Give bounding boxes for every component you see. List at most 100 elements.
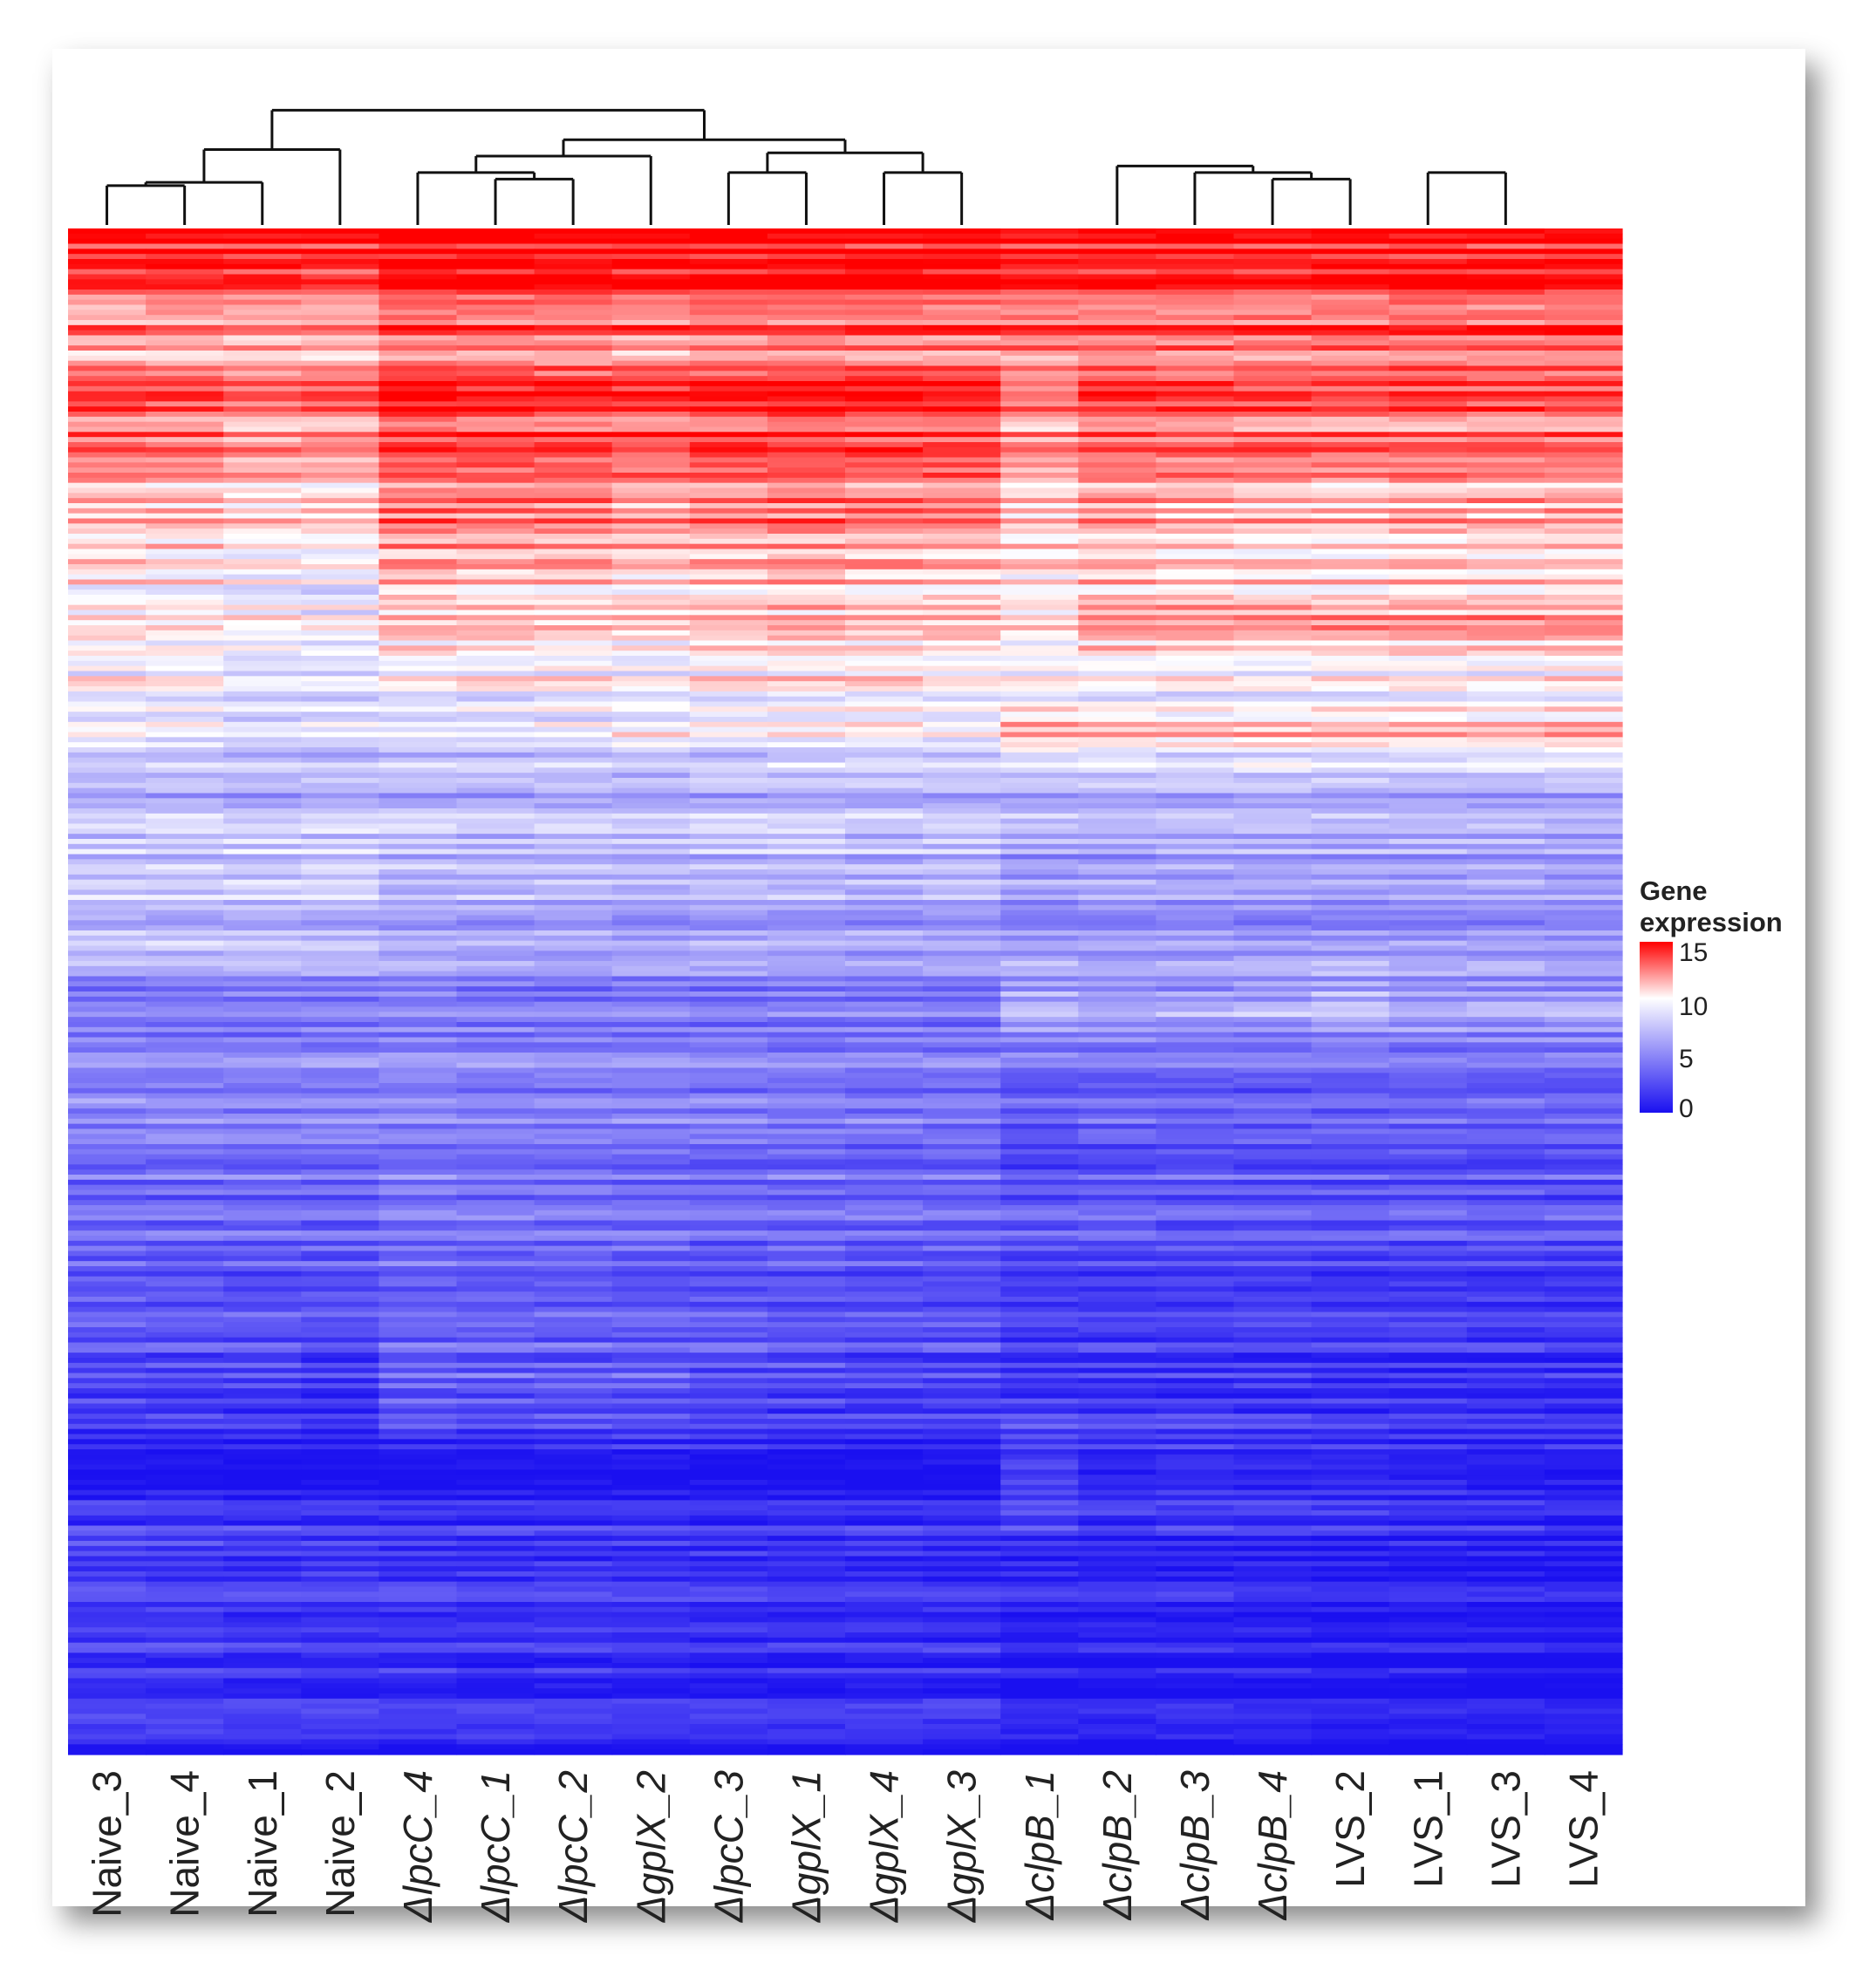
heatmap-cell	[456, 1281, 536, 1287]
heatmap-cell	[1388, 1322, 1468, 1328]
heatmap-cell	[301, 732, 379, 738]
heatmap-cell	[68, 279, 147, 285]
heatmap-cell	[223, 610, 302, 616]
heatmap-cell	[1078, 1353, 1156, 1359]
heatmap-cell	[923, 1103, 1001, 1109]
heatmap-cell	[456, 671, 536, 677]
heatmap-cell	[1000, 259, 1079, 265]
heatmap-cell	[767, 487, 846, 494]
heatmap-cell	[689, 778, 768, 784]
heatmap-cell	[223, 482, 302, 489]
heatmap-cell	[689, 879, 768, 886]
heatmap-cell	[534, 1408, 613, 1414]
heatmap-cell	[379, 1306, 458, 1313]
heatmap-cell	[68, 1210, 147, 1216]
heatmap-cell	[611, 1078, 691, 1084]
heatmap-cell	[1311, 1144, 1390, 1150]
heatmap-cell	[68, 813, 147, 820]
heatmap-cell	[1156, 992, 1235, 998]
heatmap-cell	[146, 808, 224, 814]
heatmap-cell	[1000, 1342, 1079, 1348]
heatmap-cell	[767, 610, 846, 616]
heatmap-cell	[845, 900, 924, 906]
heatmap-cell	[379, 1123, 458, 1130]
heatmap-cell	[923, 416, 1001, 423]
heatmap-cell	[1466, 503, 1545, 509]
heatmap-cell	[1388, 269, 1468, 276]
heatmap-cell	[767, 1184, 846, 1191]
heatmap-cell	[379, 1475, 458, 1481]
heatmap-cell	[923, 1332, 1001, 1339]
heatmap-cell	[1156, 315, 1235, 321]
heatmap-cell	[456, 1123, 536, 1130]
heatmap-cell	[456, 701, 536, 707]
heatmap-cell	[1000, 681, 1079, 687]
heatmap-cell	[1000, 538, 1079, 545]
heatmap-cell	[845, 254, 924, 260]
heatmap-cell	[1000, 1189, 1079, 1196]
heatmap-cell	[689, 1378, 768, 1384]
heatmap-cell	[534, 787, 613, 794]
heatmap-cell	[767, 1454, 846, 1461]
heatmap-cell	[845, 732, 924, 738]
heatmap-cell	[534, 1245, 613, 1252]
heatmap-cell	[611, 900, 691, 906]
heatmap-cell	[611, 1276, 691, 1283]
heatmap-cell	[1233, 717, 1313, 723]
heatmap-cell	[845, 706, 924, 712]
heatmap-cell	[1078, 559, 1156, 565]
heatmap-cell	[923, 808, 1001, 814]
heatmap-cell	[301, 360, 379, 367]
heatmap-cell	[611, 920, 691, 926]
heatmap-cell	[223, 279, 302, 285]
heatmap-cell	[68, 656, 147, 662]
heatmap-cell	[1388, 1128, 1468, 1135]
heatmap-cell	[1156, 951, 1235, 957]
heatmap-cell	[534, 376, 613, 382]
heatmap-cell	[146, 1301, 224, 1308]
heatmap-cell	[1388, 610, 1468, 616]
heatmap-cell	[379, 1108, 458, 1114]
heatmap-cell	[923, 263, 1001, 270]
heatmap-cell	[767, 676, 846, 682]
heatmap-cell	[223, 1322, 302, 1328]
heatmap-cell	[379, 625, 458, 631]
heatmap-cell	[1156, 528, 1235, 535]
heatmap-cell	[1311, 925, 1390, 931]
heatmap-cell	[1156, 604, 1235, 611]
heatmap-cell	[767, 793, 846, 799]
heatmap-cell	[1078, 869, 1156, 876]
heatmap-cell	[1078, 981, 1156, 987]
heatmap-cell	[689, 528, 768, 535]
heatmap-cell	[689, 1037, 768, 1043]
heatmap-cell	[611, 767, 691, 773]
heatmap-cell	[456, 665, 536, 672]
heatmap-cell	[223, 381, 302, 387]
heatmap-cell	[845, 956, 924, 962]
heatmap-cell	[1078, 467, 1156, 474]
heatmap-cell	[1000, 523, 1079, 529]
heatmap-cell	[923, 640, 1001, 646]
heatmap-cell	[68, 554, 147, 560]
heatmap-cell	[68, 1261, 147, 1267]
heatmap-cell	[1388, 351, 1468, 357]
heatmap-cell	[845, 615, 924, 621]
heatmap-cell	[1544, 1108, 1623, 1114]
heatmap-cell	[223, 1062, 302, 1069]
heatmap-cell	[689, 1032, 768, 1039]
heatmap-cell	[223, 721, 302, 728]
heatmap-cell	[689, 396, 768, 402]
heatmap-cell	[68, 1073, 147, 1079]
heatmap-cell	[379, 1398, 458, 1405]
heatmap-cell	[456, 310, 536, 316]
heatmap-cell	[1466, 1225, 1545, 1231]
heatmap-cell	[1311, 691, 1390, 698]
heatmap-cell	[146, 1205, 224, 1211]
heatmap-cell	[767, 1215, 846, 1222]
heatmap-cell	[1544, 965, 1623, 972]
heatmap-cell	[1466, 508, 1545, 514]
heatmap-cell	[68, 961, 147, 967]
heatmap-cell	[534, 1337, 613, 1344]
heatmap-cell	[1156, 376, 1235, 382]
heatmap-cell	[611, 1317, 691, 1323]
